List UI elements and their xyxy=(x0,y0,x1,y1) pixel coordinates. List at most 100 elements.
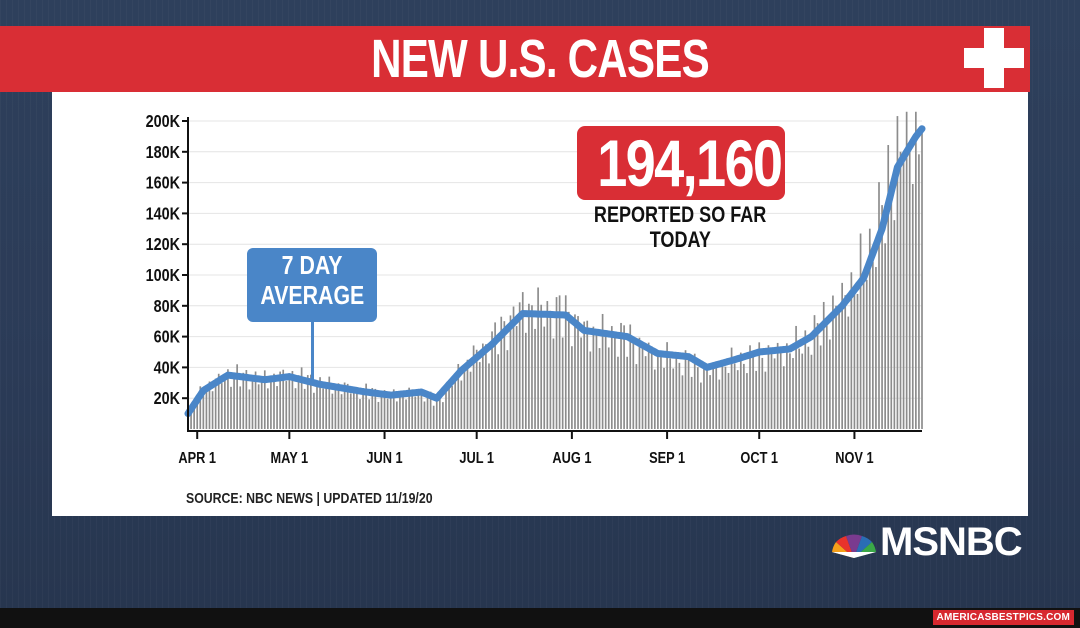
daily-bar xyxy=(328,376,331,429)
daily-bar xyxy=(739,352,742,429)
daily-bar xyxy=(211,391,214,429)
daily-bar xyxy=(466,359,469,429)
daily-bar xyxy=(193,405,195,429)
daily-bar xyxy=(383,390,386,429)
daily-bar xyxy=(856,293,859,429)
daily-bar xyxy=(481,343,484,429)
daily-bar xyxy=(779,349,782,429)
daily-bar xyxy=(263,370,266,429)
daily-bar xyxy=(343,382,346,429)
daily-bar xyxy=(337,383,340,429)
daily-bar xyxy=(604,331,607,429)
daily-bar xyxy=(506,350,509,429)
daily-bar xyxy=(374,388,377,429)
daily-bar xyxy=(196,399,199,429)
medical-cross-icon xyxy=(960,26,1028,92)
daily-bar xyxy=(202,395,205,429)
daily-bar xyxy=(859,233,862,429)
legend-pointer xyxy=(311,322,314,384)
daily-bar xyxy=(478,362,481,429)
daily-bar xyxy=(251,380,254,429)
daily-bar xyxy=(214,378,217,429)
callout-box xyxy=(577,126,785,200)
daily-bar xyxy=(911,184,914,429)
daily-bar xyxy=(457,363,460,429)
y-tick-label: 140K xyxy=(146,204,181,224)
y-tick-label: 120K xyxy=(146,235,181,255)
daily-bar xyxy=(528,303,530,429)
daily-bar xyxy=(899,151,902,429)
daily-bar xyxy=(850,272,853,429)
daily-bar xyxy=(257,384,260,429)
legend-text: 7 DAY AVERAGE xyxy=(247,250,377,310)
callout-caption: REPORTED SO FAR TODAY xyxy=(560,202,800,252)
daily-bar xyxy=(537,287,539,429)
daily-bar xyxy=(300,367,303,429)
daily-bar xyxy=(475,349,478,429)
daily-bar xyxy=(801,353,804,429)
x-tick-labels: APR 1 MAY 1 JUN 1 JUL 1 AUG 1 SEP 1 OCT 1 NOV 1 xyxy=(178,431,874,468)
daily-bar xyxy=(681,375,684,429)
daily-bar xyxy=(245,370,248,429)
daily-bar xyxy=(524,332,527,429)
daily-bar xyxy=(574,314,576,429)
daily-bar xyxy=(580,337,582,429)
daily-bar xyxy=(660,357,662,429)
x-tick-label: MAY 1 xyxy=(271,450,309,468)
daily-bar xyxy=(693,353,696,429)
daily-bar xyxy=(620,322,622,429)
daily-bar xyxy=(623,325,625,429)
y-tick-label: 40K xyxy=(154,358,181,378)
daily-bar xyxy=(675,352,678,429)
daily-bar xyxy=(703,363,705,429)
daily-bar xyxy=(199,386,202,429)
daily-bar xyxy=(438,394,441,429)
daily-bar xyxy=(614,337,616,429)
daily-bar xyxy=(841,282,843,429)
x-tick-label: APR 1 xyxy=(178,450,216,468)
daily-bar xyxy=(853,291,856,429)
daily-bar xyxy=(402,391,404,429)
network-logo: MSNBC xyxy=(880,520,1023,564)
daily-bar xyxy=(310,374,312,429)
daily-bar xyxy=(270,380,272,429)
daily-bar xyxy=(445,387,447,429)
daily-bar xyxy=(227,369,229,429)
y-tick-labels: 200K 180K 160K 140K 120K 100K 80K 60K 40K 20K xyxy=(146,112,188,409)
y-tick-label: 100K xyxy=(146,266,181,286)
daily-bar xyxy=(242,372,245,429)
daily-bar xyxy=(816,323,819,429)
daily-bar xyxy=(521,292,524,429)
y-tick-label: 180K xyxy=(146,142,181,162)
daily-bar xyxy=(592,326,595,429)
daily-bar xyxy=(365,383,367,429)
daily-bar xyxy=(709,375,711,429)
daily-bar xyxy=(918,154,920,430)
daily-bar xyxy=(454,373,457,429)
daily-bar xyxy=(205,389,208,429)
daily-bar xyxy=(267,388,269,429)
title-band xyxy=(0,26,1030,92)
daily-bar xyxy=(663,367,665,429)
daily-bar xyxy=(678,362,681,429)
daily-bar xyxy=(561,337,564,429)
daily-bar xyxy=(638,337,641,429)
x-tick-label: OCT 1 xyxy=(740,450,778,468)
daily-bar xyxy=(549,310,552,429)
daily-bar xyxy=(577,316,579,429)
daily-bar xyxy=(896,116,899,430)
daily-bar xyxy=(340,394,343,429)
daily-bar xyxy=(865,279,868,429)
peacock-logo-icon xyxy=(832,534,876,558)
daily-bar xyxy=(380,393,383,429)
daily-bar xyxy=(359,399,361,429)
daily-bar xyxy=(500,316,503,429)
daily-bar xyxy=(687,354,690,429)
legend-line2: AVERAGE xyxy=(260,280,364,310)
daily-bar xyxy=(331,393,334,429)
daily-bar xyxy=(273,373,275,429)
daily-bar xyxy=(451,385,453,429)
y-tick-label: 80K xyxy=(154,296,181,316)
x-tick-label: SEP 1 xyxy=(649,450,685,468)
page-title: NEW U.S. CASES xyxy=(371,29,710,89)
